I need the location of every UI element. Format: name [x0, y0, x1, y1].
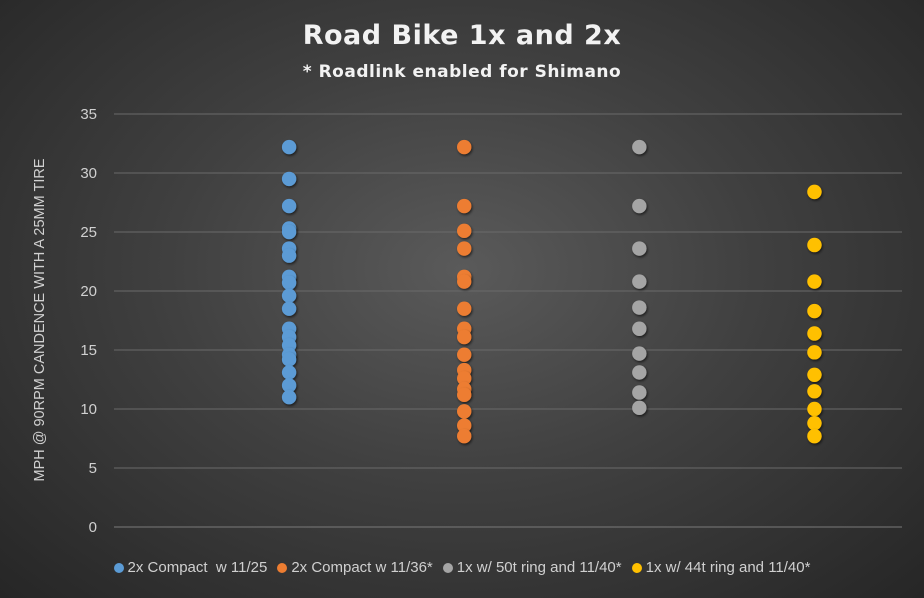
legend: 2x Compact w 11/25 2x Compact w 11/36* 1x … [0, 559, 924, 576]
data-point-4 [807, 345, 822, 360]
y-tick-label: 10 [80, 401, 97, 418]
y-tick-label: 20 [80, 283, 97, 300]
data-point-2 [457, 329, 472, 345]
legend-item: 2x Compact w 11/25 [113, 559, 268, 576]
data-point-3 [632, 321, 647, 336]
data-point-1 [281, 301, 297, 316]
data-point-2 [457, 347, 472, 362]
data-point-4 [807, 184, 822, 200]
data-point-1 [281, 198, 297, 214]
data-point-4 [807, 401, 822, 417]
legend-label: 2x Compact w 11/36* [291, 559, 433, 576]
data-point-4 [807, 384, 822, 399]
data-point-2 [457, 404, 472, 419]
legend-label: 2x Compact w 11/25 [127, 559, 268, 576]
data-point-4 [807, 237, 822, 253]
data-point-3 [632, 365, 647, 380]
data-point-2 [457, 418, 472, 433]
data-point-1 [281, 248, 297, 263]
y-tick-label: 15 [80, 342, 97, 359]
data-point-3 [632, 274, 647, 289]
data-point-1 [281, 378, 297, 393]
data-point-2 [457, 428, 472, 444]
y-tick-label: 5 [89, 460, 97, 477]
legend-label: 1x w/ 50t ring and 11/40* [456, 559, 622, 576]
legend-marker-icon [631, 562, 642, 573]
data-point-3 [632, 385, 647, 400]
legend-item: 2x Compact w 11/36* [277, 559, 433, 576]
data-point-2 [457, 139, 472, 155]
data-point-2 [457, 371, 472, 386]
data-point-4 [807, 367, 822, 382]
data-point-3 [632, 198, 647, 214]
data-point-1 [281, 365, 297, 380]
data-point-1 [281, 288, 297, 303]
data-point-1 [281, 139, 297, 155]
data-point-3 [632, 400, 647, 416]
data-point-4 [807, 415, 822, 431]
data-point-1 [281, 352, 297, 367]
data-point-3 [632, 241, 647, 256]
legend-item: 1x w/ 44t ring and 11/40* [631, 559, 811, 576]
data-point-1 [281, 224, 297, 240]
legend-item: 1x w/ 50t ring and 11/40* [442, 559, 622, 576]
data-point-1 [281, 275, 297, 290]
legend-marker-icon [113, 562, 124, 573]
data-point-4 [807, 428, 822, 444]
y-tick-label: 0 [89, 519, 97, 536]
legend-marker-icon [442, 562, 453, 573]
data-point-4 [807, 274, 822, 289]
chart-title: Road Bike 1x and 2x [302, 20, 622, 51]
y-tick-label: 25 [80, 224, 97, 241]
data-point-2 [457, 301, 472, 316]
data-point-3 [632, 346, 647, 361]
data-point-4 [807, 303, 822, 319]
data-point-2 [457, 198, 472, 214]
data-point-2 [457, 387, 472, 403]
data-point-1 [281, 390, 297, 405]
legend-marker-icon [277, 562, 288, 573]
y-tick-label: 30 [80, 165, 97, 182]
data-point-1 [281, 171, 297, 187]
data-point-3 [632, 139, 647, 155]
y-tick-label: 35 [80, 106, 97, 123]
data-point-2 [457, 241, 472, 256]
data-point-3 [632, 300, 647, 315]
data-point-2 [457, 274, 472, 289]
data-point-4 [807, 326, 822, 341]
legend-label: 1x w/ 44t ring and 11/40* [645, 559, 811, 576]
chart-subtitle: * Roadlink enabled for Shimano [302, 62, 622, 82]
data-point-2 [457, 223, 472, 239]
